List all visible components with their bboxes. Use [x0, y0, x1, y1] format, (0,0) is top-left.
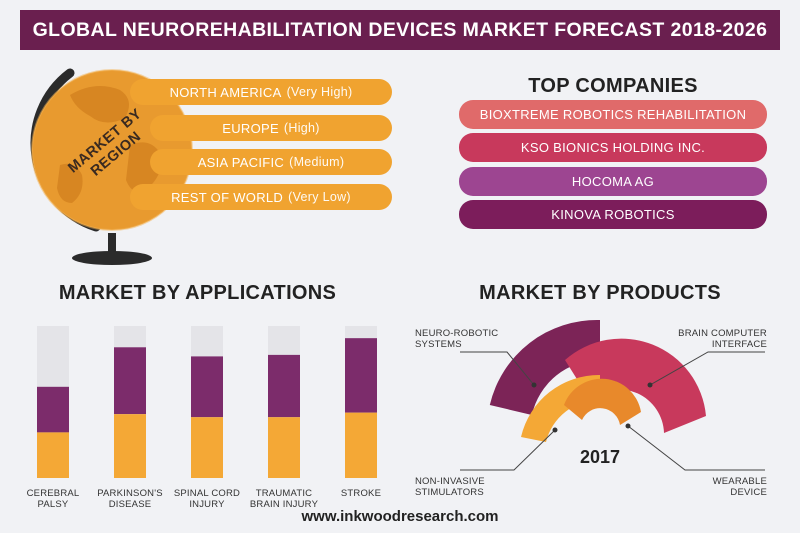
region-level: (Very Low): [288, 190, 351, 204]
region-name: ASIA PACIFIC: [197, 154, 285, 170]
product-label-neuro-robotic-systems: NEURO-ROBOTIC SYSTEMS: [415, 328, 499, 350]
leader-line-bci: [649, 351, 765, 386]
app-label-line: SPINAL CORD: [173, 488, 241, 499]
product-label-brain-computer-interface: BRAIN COMPUTER INTERFACE: [678, 328, 767, 350]
bar-upper-traumatic-brain-injury: [268, 354, 300, 418]
bar-lower-stroke: [345, 412, 377, 478]
products-year: 2017: [579, 447, 621, 467]
app-label-stroke: STROKE: [316, 488, 406, 499]
bar-track-traumatic-brain-injury: [268, 326, 300, 355]
leader-line-wd: [627, 425, 765, 471]
bar-lower-parkinson-s-disease: [114, 414, 146, 478]
bar-track-cerebral-palsy: [37, 326, 69, 387]
app-label-line: CEREBRAL: [26, 488, 80, 499]
app-label-line: PALSY: [37, 499, 69, 510]
region-level: (Medium): [289, 155, 345, 169]
region-asia-pacific: ASIA PACIFIC (Medium): [150, 149, 392, 175]
app-label-spinal-cord: SPINAL CORD INJURY: [162, 488, 252, 510]
leader-dot-wd: [625, 423, 631, 429]
company-kso-bionics: KSO BIONICS HOLDING INC.: [459, 133, 767, 162]
app-label-line: TRAUMATIC: [255, 488, 313, 499]
app-label-parkinsons: PARKINSON'S DISEASE: [85, 488, 175, 510]
leader-line-nrs: [460, 351, 535, 386]
page-title: GLOBAL NEUROREHABILITATION DEVICES MARKE…: [20, 10, 780, 50]
company-hocoma: HOCOMA AG: [459, 167, 767, 196]
applications-chart: [37, 326, 377, 478]
company-kinova: KINOVA ROBOTICS: [459, 200, 767, 229]
product-arc-wearable-device: [564, 378, 641, 425]
bar-track-spinal-cord-injury: [191, 326, 223, 357]
bar-upper-spinal-cord-injury: [191, 356, 223, 418]
bar-upper-cerebral-palsy: [37, 386, 69, 433]
leader-dot-bci: [647, 382, 653, 388]
app-label-traumatic-brain: TRAUMATIC BRAIN INJURY: [239, 488, 329, 510]
applications-title: MARKET BY APPLICATIONS: [58, 282, 337, 304]
bar-upper-parkinson-s-disease: [114, 347, 146, 415]
top-companies-title: TOP COMPANIES: [528, 75, 698, 97]
leader-dot-nis: [552, 427, 558, 433]
footer-website: www.inkwoodresearch.com: [301, 508, 499, 525]
globe-continents: [57, 86, 162, 203]
region-name: NORTH AMERICA: [169, 84, 282, 100]
product-arc-brain-computer-interface: [565, 338, 706, 433]
region-name: REST OF WORLD: [171, 189, 284, 205]
product-label-wearable-device: WEARABLE DEVICE: [712, 476, 767, 498]
bar-track-stroke: [345, 326, 377, 339]
bar-lower-traumatic-brain-injury: [268, 417, 300, 478]
region-name: EUROPE: [222, 120, 279, 136]
bar-lower-spinal-cord-injury: [191, 417, 223, 478]
region-north-america: NORTH AMERICA (Very High): [130, 79, 392, 105]
app-label-cerebral-palsy: CEREBRAL PALSY: [8, 488, 98, 510]
products-title: MARKET BY PRODUCTS: [479, 282, 721, 304]
app-label-line: STROKE: [340, 488, 382, 499]
leader-line-nis: [460, 429, 556, 471]
product-label-non-invasive-stimulators: NON-INVASIVE STIMULATORS: [415, 476, 485, 498]
bar-lower-cerebral-palsy: [37, 432, 69, 478]
app-label-line: INJURY: [189, 499, 225, 510]
region-europe: EUROPE (High): [150, 115, 392, 141]
bar-track-parkinson-s-disease: [114, 326, 146, 348]
region-rest-of-world: REST OF WORLD (Very Low): [130, 184, 392, 210]
bar-upper-stroke: [345, 338, 377, 413]
app-label-line: DISEASE: [108, 499, 152, 510]
company-bioxtreme: BIOXTREME ROBOTICS REHABILITATION: [459, 100, 767, 129]
app-label-line: PARKINSON'S: [97, 488, 163, 499]
product-arc-neuro-robotic-systems: [489, 319, 600, 415]
globe-stand-pole: [108, 233, 116, 255]
region-level: (High): [283, 121, 320, 135]
app-label-line: BRAIN INJURY: [249, 499, 319, 510]
region-level: (Very High): [286, 85, 353, 99]
globe-stand-base: [72, 251, 152, 265]
leader-dot-nrs: [531, 382, 537, 388]
